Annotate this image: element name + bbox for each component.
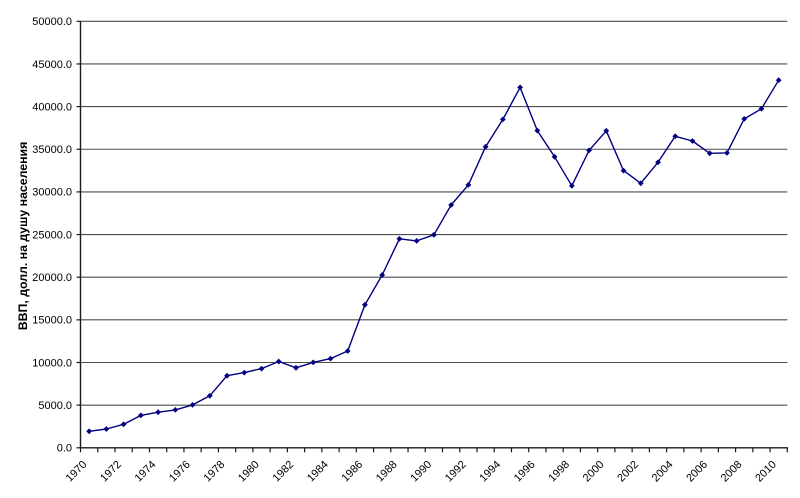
svg-text:ВВП, долл. на душу населения: ВВП, долл. на душу населения: [16, 142, 30, 330]
svg-text:35000.0: 35000.0: [32, 144, 72, 156]
svg-text:15000.0: 15000.0: [32, 315, 72, 327]
svg-text:20000.0: 20000.0: [32, 272, 72, 284]
svg-text:0.0: 0.0: [57, 443, 72, 455]
svg-text:45000.0: 45000.0: [32, 59, 72, 71]
svg-text:50000.0: 50000.0: [32, 16, 72, 28]
svg-text:10000.0: 10000.0: [32, 357, 72, 369]
svg-text:40000.0: 40000.0: [32, 101, 72, 113]
svg-text:25000.0: 25000.0: [32, 229, 72, 241]
svg-text:5000.0: 5000.0: [38, 400, 72, 412]
svg-text:30000.0: 30000.0: [32, 187, 72, 199]
